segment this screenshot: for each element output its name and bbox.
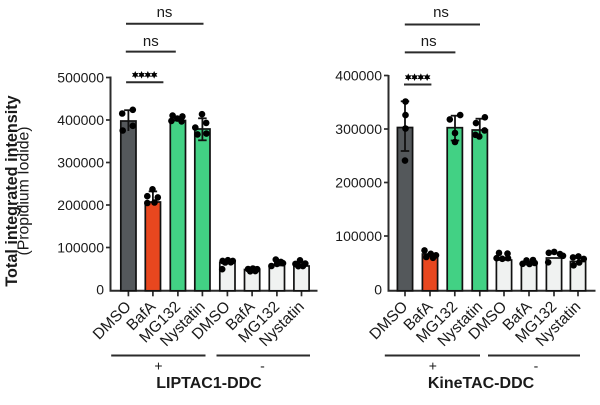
svg-text:400000: 400000 (335, 67, 382, 83)
svg-text:300000: 300000 (57, 154, 104, 170)
svg-text:400000: 400000 (57, 112, 104, 128)
svg-text:ns: ns (143, 33, 159, 50)
svg-text:+: + (429, 358, 437, 374)
svg-text:100000: 100000 (57, 239, 104, 255)
svg-text:-: - (260, 358, 265, 374)
svg-text:Total integrated intensity: Total integrated intensity (3, 95, 21, 286)
svg-text:+: + (154, 358, 162, 374)
svg-text:-: - (534, 358, 539, 374)
svg-text:500000: 500000 (57, 69, 104, 85)
svg-text:200000: 200000 (335, 174, 382, 190)
svg-text:(Propidium Iodide): (Propidium Iodide) (16, 126, 33, 255)
svg-text:300000: 300000 (335, 121, 382, 137)
svg-text:0: 0 (374, 282, 382, 298)
svg-text:ns: ns (157, 4, 173, 21)
svg-text:ns: ns (421, 33, 437, 50)
svg-text:KineTAC-DDC: KineTAC-DDC (428, 375, 535, 392)
svg-text:LIPTAC1-DDC: LIPTAC1-DDC (156, 375, 262, 392)
svg-text:0: 0 (96, 282, 104, 298)
svg-text:200000: 200000 (57, 197, 104, 213)
svg-text:100000: 100000 (335, 228, 382, 244)
svg-text:ns: ns (433, 4, 449, 21)
